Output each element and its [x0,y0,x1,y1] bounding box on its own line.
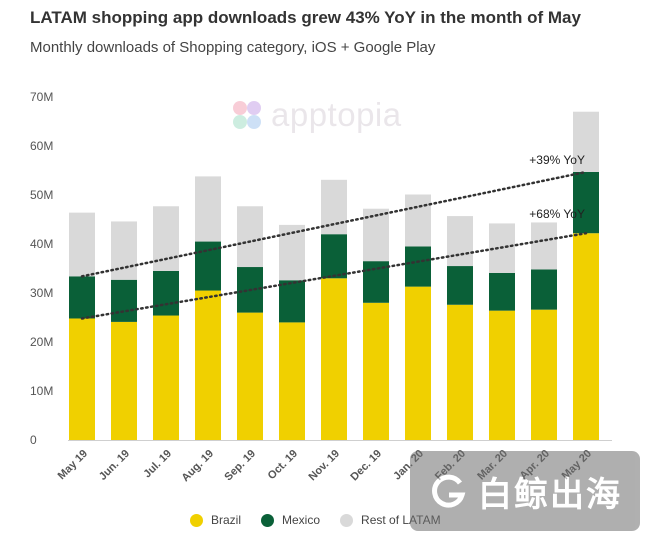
bar-brazil [237,312,263,440]
chart-title: LATAM shopping app downloads grew 43% Yo… [30,8,581,27]
bar-rest [195,176,221,242]
bar-rest [447,216,473,267]
legend-swatch-brazil [190,513,203,527]
bar-mexico [195,241,221,291]
bar-brazil [111,321,137,440]
legend-item-mexico: Mexico [261,513,320,527]
bar-brazil [363,302,389,440]
annotation-total-yoy: +39% YoY [529,153,585,167]
g-logo-icon [432,474,466,508]
bar-brazil [573,233,599,440]
bar-brazil [195,290,221,440]
y-tick-label: 10M [30,384,53,398]
badge-text: 白鲸出海 [478,475,622,514]
bar-rest [405,194,431,247]
y-tick-label: 70M [30,90,53,104]
x-tick-label: Oct. 19 [266,448,300,482]
bar-rest [69,212,95,277]
legend-label-brazil: Brazil [211,513,242,527]
bar-mexico [153,270,179,316]
apptopia-watermark: apptopia [229,96,402,134]
chart-subtitle: Monthly downloads of Shopping category, … [30,39,436,56]
site-badge-watermark: 白鲸出海 [410,451,640,531]
trendline-brazil [80,231,588,320]
bar-mexico [531,269,557,310]
watermark-text: apptopia [271,96,402,133]
legend-swatch-mexico [261,513,275,527]
bar-brazil [69,318,95,440]
bar-mexico [69,276,95,319]
y-tick-label: 0 [30,433,37,447]
y-tick-label: 60M [30,139,53,153]
bar-mexico [489,272,515,311]
bar-mexico [405,246,431,287]
apptopia-logo-icon [233,101,261,129]
bar-rest [321,179,347,235]
bar-mexico [573,171,599,234]
x-tick-label: Sep. 19 [222,448,258,484]
bar-brazil [489,310,515,440]
bar-rest [573,111,599,172]
x-tick-label: Nov. 19 [307,448,343,484]
x-tick-label: Aug. 19 [180,448,217,485]
x-tick-label: May 19 [56,448,90,482]
y-tick-label: 40M [30,237,53,251]
bar-mexico [321,234,347,279]
bar-mexico [279,280,305,323]
bar-brazil [279,322,305,440]
x-tick-label: Jul. 19 [141,448,174,481]
annotation-mexico-yoy: +68% YoY [529,207,585,221]
bar-brazil [153,315,179,440]
x-tick-label: Jun. 19 [97,448,132,483]
legend: Brazil Mexico Rest of LATAM [190,513,441,527]
bar-rest [111,221,137,280]
bar-rest [237,206,263,268]
bar-brazil [405,286,431,440]
trendline-total [80,170,588,278]
y-tick-label: 50M [30,188,53,202]
bar-mexico [111,279,137,322]
y-tick-label: 30M [30,286,53,300]
bar-mexico [447,266,473,305]
legend-item-brazil: Brazil [190,513,241,527]
bar-brazil [531,309,557,440]
bar-brazil [447,304,473,440]
bar-brazil [321,278,347,440]
legend-swatch-rest [340,513,354,527]
x-tick-label: Dec. 19 [348,448,384,484]
bar-rest [531,222,557,270]
legend-label-mexico: Mexico [282,513,321,527]
y-tick-label: 20M [30,335,53,349]
